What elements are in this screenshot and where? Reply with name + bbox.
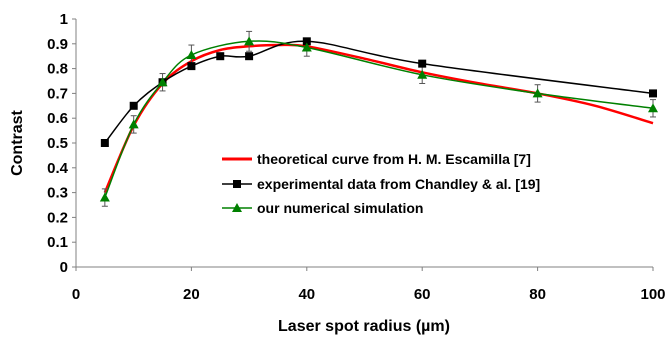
series-curves (103, 40, 654, 198)
x-tick-label: 60 (414, 286, 431, 303)
x-tick-label: 100 (640, 286, 665, 303)
legend-marker-experimental (233, 180, 241, 188)
experimental-point (245, 52, 254, 61)
y-tick-label: 1 (60, 11, 68, 28)
y-tick-label: 0.1 (47, 234, 68, 251)
tick-labels: 0 0.1 0.2 0.3 0.4 0.5 0.6 0.7 0.8 0.9 1 0 20 40 60 80 10… (47, 11, 665, 303)
legend-label-theoretical: theoretical curve from H. M. Escamilla [… (257, 151, 531, 167)
experimental-point (649, 89, 657, 98)
legend-marker-simulation (232, 203, 242, 212)
x-tick-label: 20 (183, 286, 200, 303)
simulation-point (301, 42, 312, 52)
series-markers (99, 36, 658, 202)
simulation-point (128, 119, 139, 129)
y-tick-label: 0.3 (47, 185, 68, 202)
experimental-curve (104, 40, 654, 144)
y-tick-label: 0 (60, 259, 68, 276)
y-axis-label: Contrast (9, 109, 26, 175)
theoretical-curve (103, 43, 654, 194)
y-tick-label: 0.4 (47, 160, 69, 177)
experimental-point (302, 37, 311, 46)
legend-item-experimental: experimental data from Chandley & al. [1… (222, 176, 540, 192)
simulation-point (648, 103, 658, 113)
experimental-point (129, 101, 138, 110)
experimental-point (100, 139, 109, 147)
y-tick-label: 0.8 (47, 61, 68, 78)
simulation-point (99, 192, 110, 202)
legend-item-theoretical: theoretical curve from H. M. Escamilla [… (222, 151, 531, 167)
simulation-point (417, 69, 428, 79)
axes (72, 18, 654, 271)
x-axis-label: Laser spot radius (µm) (278, 318, 450, 335)
experimental-point (187, 62, 196, 71)
y-tick-label: 0.6 (47, 110, 68, 127)
y-tick-label: 0.9 (47, 36, 68, 53)
x-tick-label: 40 (298, 286, 315, 303)
y-tick-label: 0.7 (47, 85, 68, 102)
x-tick-label: 80 (529, 286, 546, 303)
simulation-point (186, 49, 197, 59)
simulation-point (244, 36, 255, 46)
experimental-point (418, 59, 427, 68)
y-tick-label: 0.2 (47, 209, 68, 226)
x-tick-label: 0 (72, 286, 80, 303)
experimental-point (216, 52, 225, 61)
legend-label-simulation: our numerical simulation (257, 200, 423, 216)
simulation-curve (104, 40, 654, 198)
simulation-point (157, 77, 168, 87)
y-tick-label: 0.5 (47, 135, 68, 152)
legend-label-experimental: experimental data from Chandley & al. [1… (257, 176, 540, 192)
legend: theoretical curve from H. M. Escamilla [… (222, 151, 540, 216)
legend-item-simulation: our numerical simulation (222, 200, 423, 216)
simulation-point (532, 88, 543, 98)
